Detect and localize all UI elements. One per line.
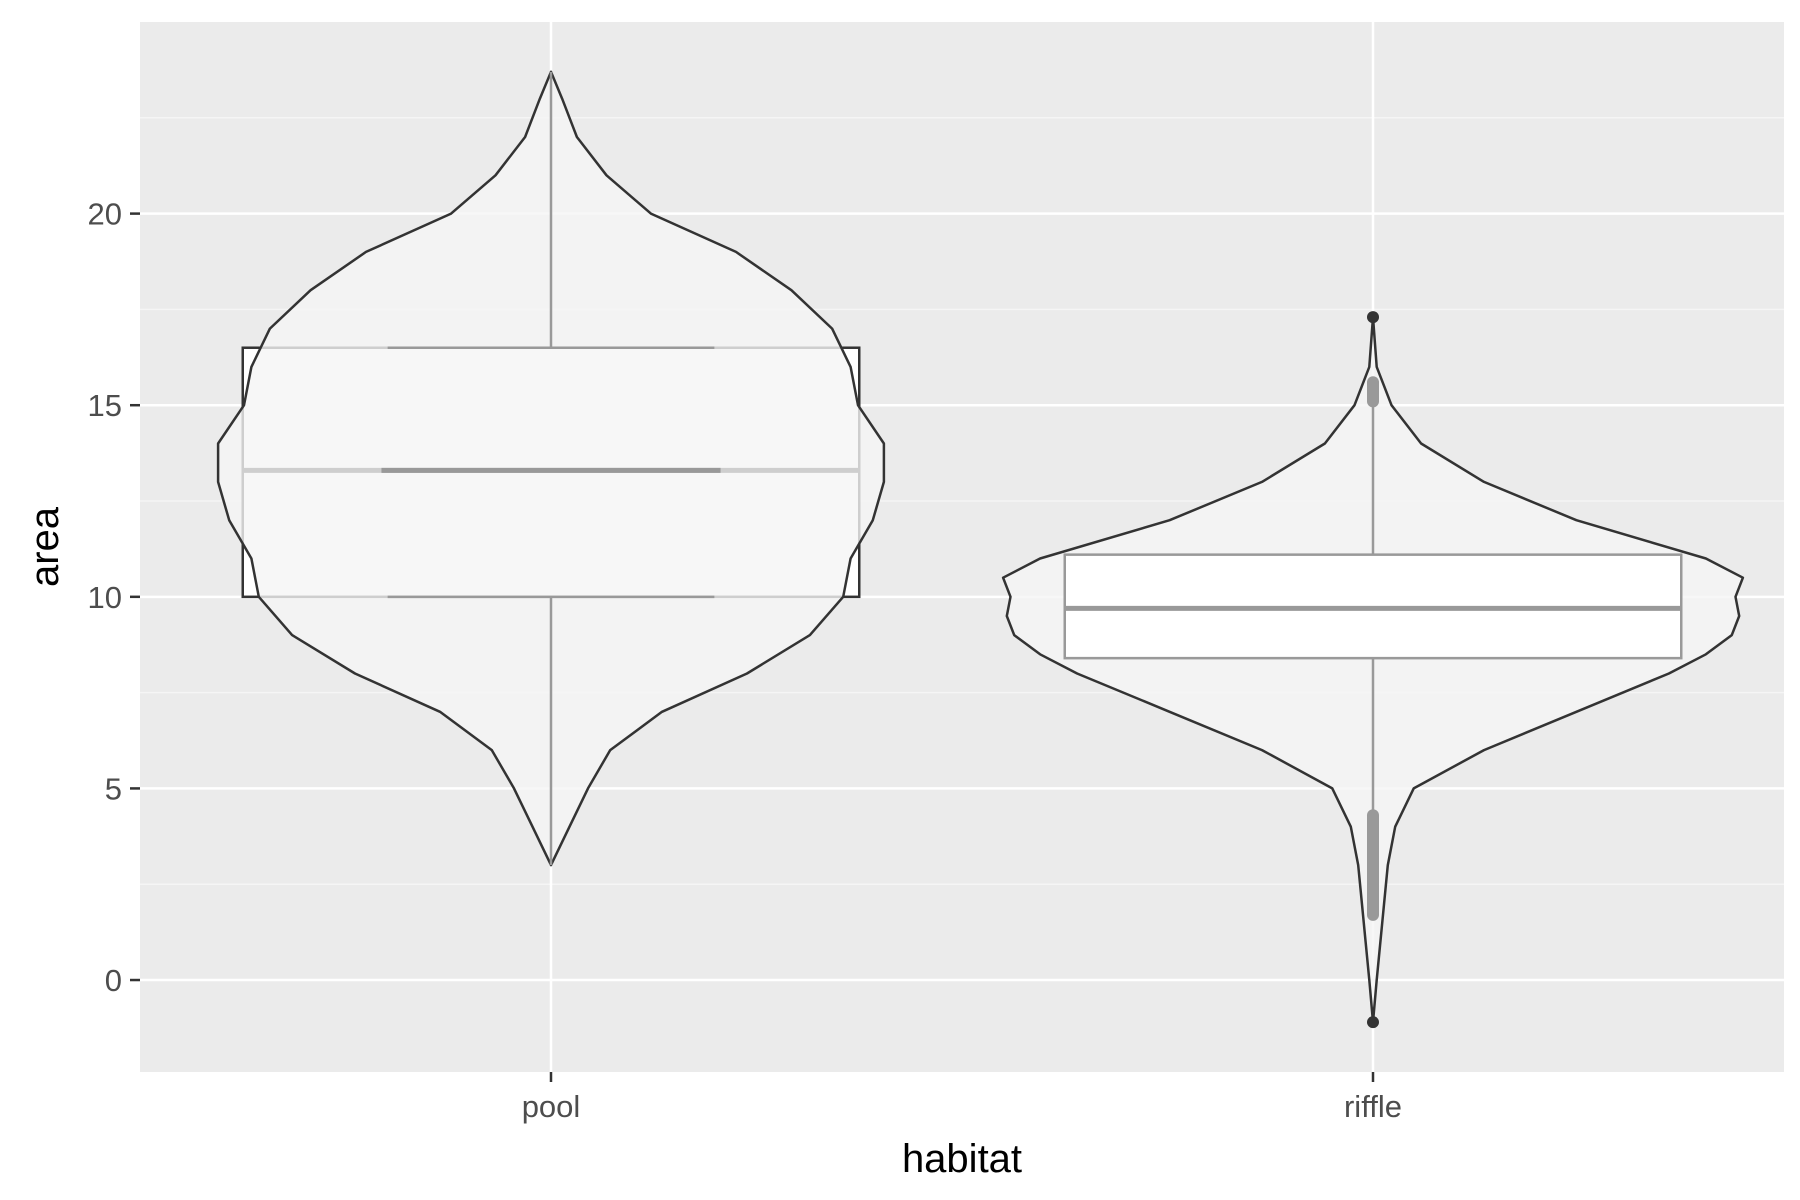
x-tick-label-riffle: riffle [1344,1089,1402,1124]
x-tick-label-pool: pool [522,1089,581,1124]
outlier-layer [1367,311,1379,1029]
y-tick-label: 20 [88,197,122,232]
x-axis-title: habitat [902,1137,1022,1181]
y-axis-title: area [23,506,67,587]
y-tick-label: 5 [105,771,122,806]
y-tick-label: 10 [88,580,122,615]
outlier-point-riffle [1367,311,1379,324]
y-tick-label: 0 [105,963,122,998]
y-axis: 0 5 10 15 20 [88,197,140,998]
outlier-point-riffle [1367,1016,1379,1029]
x-axis: pool riffle [522,1072,1402,1124]
y-tick-label: 15 [88,388,122,423]
boxplot-layer-secondary [381,71,1683,921]
